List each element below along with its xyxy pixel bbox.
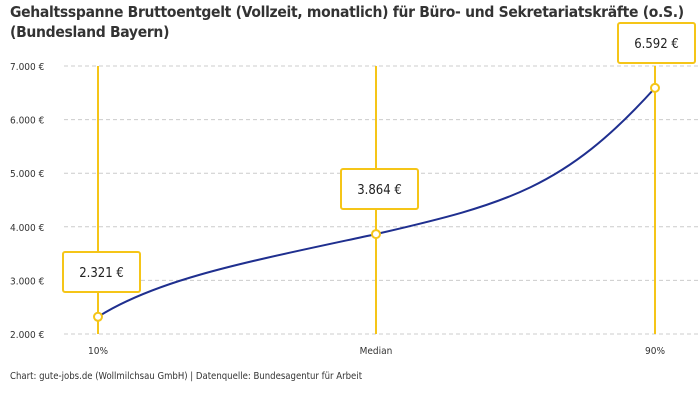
x-tick-label: Median xyxy=(360,346,393,357)
y-tick-label: 6.000 € xyxy=(10,116,45,127)
data-point xyxy=(650,82,660,93)
y-tick-label: 3.000 € xyxy=(10,276,45,287)
x-tick-label: 90% xyxy=(645,346,665,357)
data-label-box xyxy=(340,168,419,210)
data-point xyxy=(93,311,103,322)
data-label-box xyxy=(617,22,696,64)
y-tick-label: 4.000 € xyxy=(10,223,45,234)
y-tick-label: 7.000 € xyxy=(10,62,45,73)
x-tick-label: 10% xyxy=(88,346,108,357)
y-tick-label: 2.000 € xyxy=(10,330,45,341)
data-label: 3.864 € xyxy=(357,183,402,198)
chart-title: Gehaltsspanne Bruttoentgelt (Vollzeit, m… xyxy=(10,3,684,41)
data-label: 6.592 € xyxy=(634,37,679,52)
data-point xyxy=(371,229,381,240)
data-label-box xyxy=(62,251,141,293)
chart-source: Chart: gute-jobs.de (Wollmilchsau GmbH) … xyxy=(10,371,363,382)
y-tick-label: 5.000 € xyxy=(10,169,45,180)
data-label: 2.321 € xyxy=(79,266,124,281)
